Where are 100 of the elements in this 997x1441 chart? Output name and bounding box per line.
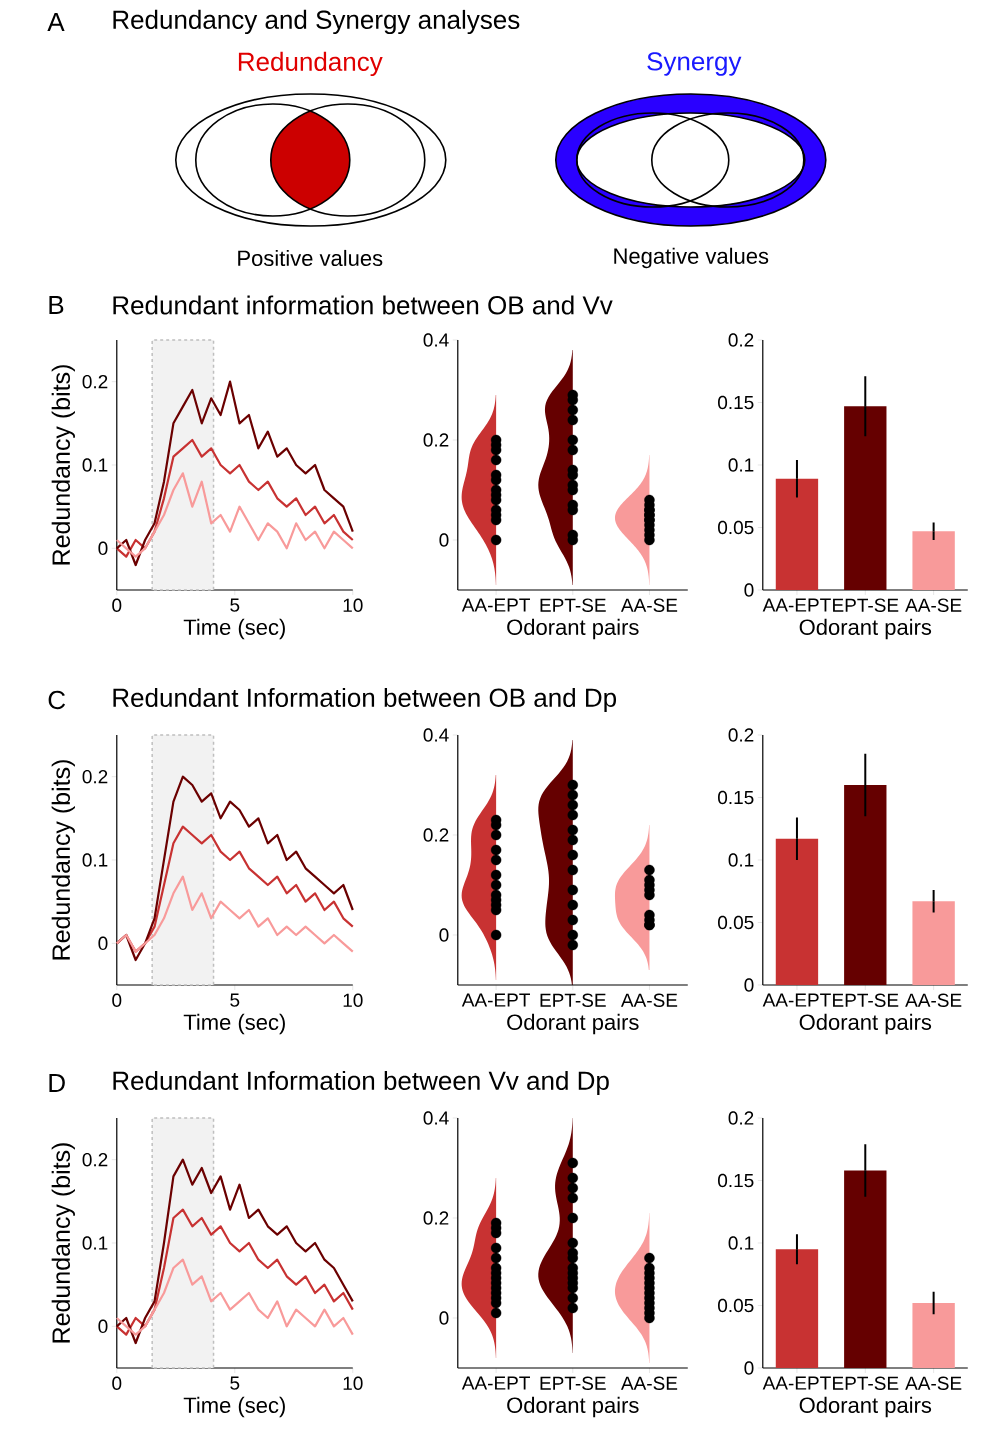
x-axis-title: Odorant pairs bbox=[799, 1396, 932, 1418]
y-tick-label: 0.05 bbox=[718, 1298, 754, 1313]
y-tick-label: 0.2 bbox=[728, 728, 754, 742]
y-tick-label: 0.2 bbox=[728, 333, 754, 347]
x-axis-title: Odorant pairs bbox=[799, 618, 932, 640]
line-series bbox=[115, 380, 354, 567]
y-tick-label: 0.2 bbox=[82, 1152, 108, 1167]
x-tick-label: 10 bbox=[343, 993, 363, 1007]
chart-title: Redundant information between OB and Vv bbox=[113, 295, 613, 315]
y-tick-label: 0.05 bbox=[718, 520, 754, 535]
y-axis-title: Redundancy (bits) bbox=[51, 760, 76, 960]
y-tick-label: 0.4 bbox=[423, 728, 449, 742]
text: A bbox=[47, 13, 65, 31]
text: C bbox=[48, 690, 66, 710]
x-tick-label: AA-EPT bbox=[461, 993, 531, 1007]
line-series bbox=[115, 1258, 354, 1336]
x-tick-label: AA-EPT bbox=[762, 598, 831, 612]
x-tick-label: 5 bbox=[230, 1376, 240, 1390]
y-tick-label: 0.1 bbox=[82, 1236, 108, 1250]
line-series bbox=[115, 875, 354, 953]
line-series bbox=[115, 472, 354, 558]
x-tick-label: AA-EPT bbox=[762, 993, 831, 1007]
x-tick-label: 10 bbox=[343, 598, 363, 612]
y-axis-title: Redundancy (bits) bbox=[51, 365, 76, 565]
bar bbox=[844, 1170, 887, 1368]
text: D bbox=[49, 1074, 65, 1092]
x-tick-label: AA-EPT bbox=[461, 598, 531, 612]
bar bbox=[844, 784, 887, 985]
x-axis-title: Odorant pairs bbox=[507, 1013, 639, 1035]
x-tick-label: AA-SE bbox=[621, 598, 678, 612]
y-tick-label: 0 bbox=[98, 541, 108, 556]
y-tick-label: 0.2 bbox=[728, 1111, 754, 1125]
x-tick-label: 5 bbox=[230, 993, 240, 1007]
bar bbox=[775, 478, 819, 590]
x-tick-label: 0 bbox=[112, 1376, 122, 1390]
bar bbox=[912, 901, 955, 985]
x-axis-title: Odorant pairs bbox=[507, 1396, 639, 1418]
y-tick-label: 0.2 bbox=[423, 433, 449, 447]
x-tick-label: EPT-SE bbox=[540, 598, 606, 612]
y-tick-label: 0 bbox=[98, 936, 108, 951]
y-tick-label: 0 bbox=[439, 533, 449, 547]
x-tick-label: AA-EPT bbox=[762, 1376, 831, 1390]
text: Redundancy and Synergy analyses bbox=[113, 9, 520, 35]
text: B bbox=[49, 296, 64, 314]
y-tick-label: 0.2 bbox=[423, 1211, 449, 1225]
y-tick-label: 0.15 bbox=[718, 1173, 754, 1188]
x-tick-label: 5 bbox=[230, 598, 240, 612]
x-axis-title: Odorant pairs bbox=[507, 618, 639, 640]
x-axis-title: Time (sec) bbox=[183, 618, 286, 640]
y-tick-label: 0 bbox=[744, 583, 754, 597]
y-tick-label: 0.1 bbox=[82, 853, 108, 867]
y-axis-title: Redundancy (bits) bbox=[51, 1143, 76, 1343]
x-tick-label: EPT-SE bbox=[833, 1376, 899, 1390]
x-tick-label: AA-EPT bbox=[461, 1376, 531, 1390]
text: Synergy bbox=[647, 52, 742, 76]
bar bbox=[775, 1249, 819, 1368]
x-tick-label: AA-SE bbox=[621, 1376, 678, 1390]
text: Redundancy bbox=[239, 51, 383, 77]
y-tick-label: 0 bbox=[744, 978, 754, 992]
x-tick-label: 0 bbox=[112, 993, 122, 1007]
y-tick-label: 0 bbox=[439, 1311, 449, 1325]
text: Positive values bbox=[238, 249, 383, 267]
y-tick-label: 0.2 bbox=[82, 374, 108, 389]
chart-title: Redundant Information between Vv and Dp bbox=[113, 1070, 609, 1096]
y-tick-label: 0.15 bbox=[718, 395, 754, 410]
bar bbox=[912, 531, 955, 590]
x-tick-label: EPT-SE bbox=[833, 598, 899, 612]
x-tick-label: AA-SE bbox=[905, 1376, 962, 1390]
x-tick-label: AA-SE bbox=[905, 598, 962, 612]
bar bbox=[775, 838, 819, 985]
line-series bbox=[115, 1208, 354, 1336]
y-tick-label: 0.1 bbox=[728, 458, 754, 472]
text: Negative values bbox=[614, 247, 769, 269]
y-tick-label: 0 bbox=[744, 1361, 754, 1375]
x-axis-title: Time (sec) bbox=[183, 1396, 286, 1418]
x-tick-label: EPT-SE bbox=[540, 993, 606, 1007]
y-tick-label: 0.2 bbox=[423, 828, 449, 842]
line-series bbox=[115, 438, 354, 558]
y-tick-label: 0.1 bbox=[82, 458, 108, 472]
chart-title: Redundant Information between OB and Dp bbox=[113, 687, 617, 713]
x-axis-title: Odorant pairs bbox=[799, 1013, 932, 1035]
y-tick-label: 0.1 bbox=[728, 853, 754, 867]
line-series bbox=[115, 1158, 354, 1345]
y-tick-label: 0 bbox=[439, 928, 449, 942]
bar bbox=[844, 406, 887, 590]
y-tick-label: 0.2 bbox=[82, 769, 108, 784]
y-tick-label: 0.1 bbox=[728, 1236, 754, 1250]
bar bbox=[912, 1303, 955, 1368]
y-tick-label: 0.4 bbox=[423, 1111, 449, 1125]
x-tick-label: 0 bbox=[112, 598, 122, 612]
y-tick-label: 0.4 bbox=[423, 333, 449, 347]
x-tick-label: 10 bbox=[343, 1376, 363, 1390]
y-tick-label: 0.15 bbox=[718, 790, 754, 805]
x-tick-label: EPT-SE bbox=[833, 993, 899, 1007]
x-tick-label: EPT-SE bbox=[540, 1376, 606, 1390]
x-tick-label: AA-SE bbox=[905, 993, 962, 1007]
x-axis-title: Time (sec) bbox=[183, 1013, 286, 1035]
x-tick-label: AA-SE bbox=[621, 993, 678, 1007]
y-tick-label: 0 bbox=[98, 1319, 108, 1334]
y-tick-label: 0.05 bbox=[718, 915, 754, 930]
